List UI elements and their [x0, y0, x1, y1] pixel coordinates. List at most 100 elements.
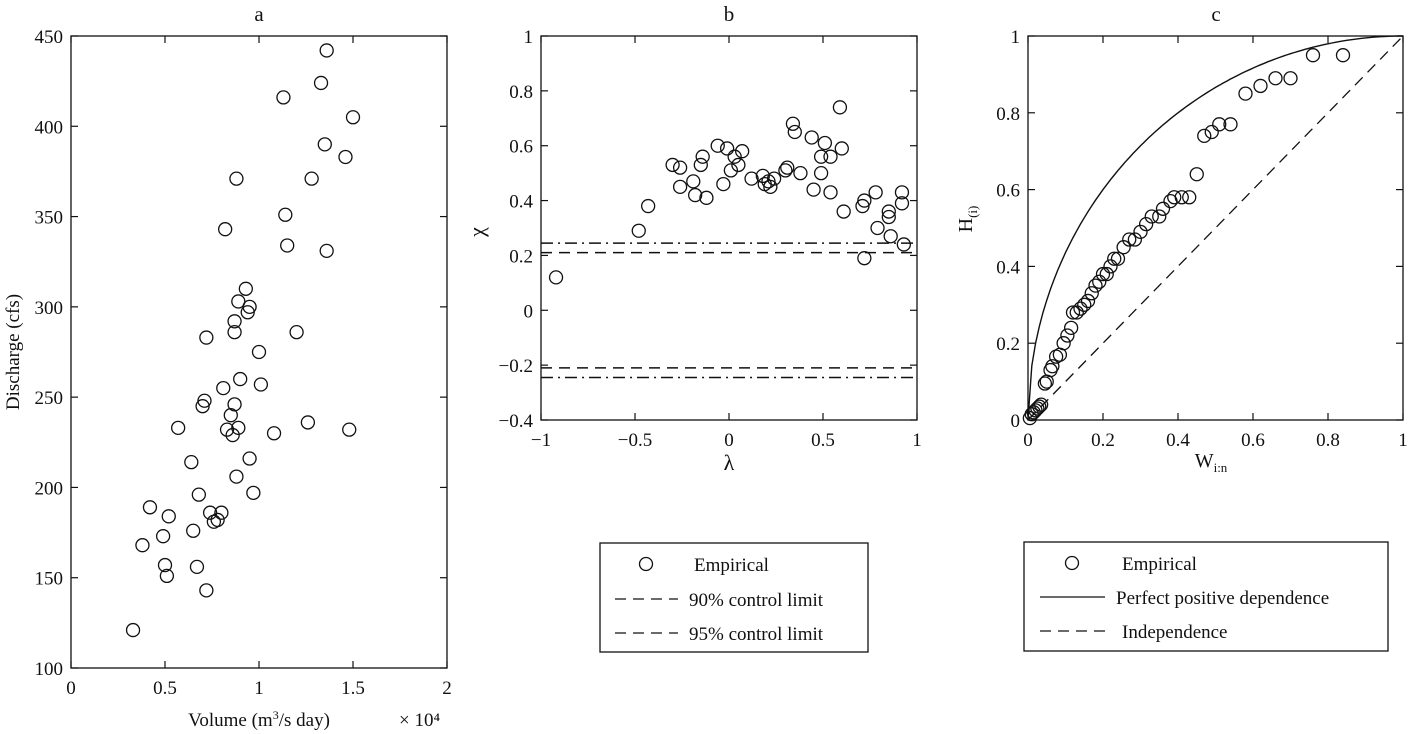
- data-point: [1095, 266, 1111, 282]
- data-point: [345, 110, 361, 125]
- data-point: [1037, 376, 1053, 391]
- legend-b-empirical-label: Empirical: [694, 555, 769, 576]
- data-point: [883, 229, 898, 244]
- data-point: [1107, 251, 1122, 266]
- data-point: [227, 314, 242, 329]
- data-point: [1133, 224, 1148, 239]
- x-tick-label: 1: [912, 430, 922, 451]
- data-point: [695, 149, 710, 164]
- legend-b-90-label: 90% control limit: [689, 590, 824, 611]
- data-point: [672, 160, 688, 175]
- data-point: [1092, 274, 1107, 289]
- panel-b-title: b: [724, 2, 735, 26]
- data-point: [289, 324, 304, 340]
- data-point: [894, 196, 910, 211]
- data-point: [1238, 86, 1253, 101]
- data-point: [191, 487, 206, 502]
- data-point: [319, 243, 334, 259]
- data-point: [881, 209, 896, 225]
- data-point: [1122, 232, 1137, 247]
- legend-c-independence-label: Independence: [1122, 622, 1228, 643]
- data-point: [1080, 293, 1096, 309]
- x-tick-label: 0: [724, 430, 734, 451]
- data-point: [755, 168, 770, 184]
- data-point: [1073, 301, 1088, 316]
- y-tick-label: 1: [524, 27, 534, 48]
- y-tick-label: 0.2: [509, 246, 533, 267]
- data-point: [857, 251, 872, 266]
- panel-c-axes-box: [1027, 35, 1404, 421]
- y-tick-label: 300: [35, 298, 64, 319]
- data-point: [1063, 320, 1079, 335]
- data-point: [300, 415, 316, 430]
- data-point: [548, 270, 564, 285]
- panel-a-axes-box: [70, 35, 448, 669]
- data-point: [1026, 405, 1041, 420]
- data-point: [723, 163, 739, 178]
- panel-a-xlabel: Volume (m3/s day): [188, 708, 330, 731]
- data-point: [716, 176, 731, 192]
- y-tick-label: 1: [1011, 27, 1021, 48]
- data-point: [1144, 209, 1159, 224]
- x-tick-label: −1: [531, 430, 551, 451]
- data-point: [304, 171, 319, 186]
- panel-a-points: [125, 43, 361, 638]
- data-point: [135, 538, 150, 553]
- data-point: [1212, 117, 1227, 132]
- data-point: [342, 422, 357, 437]
- data-point: [1045, 359, 1060, 374]
- legend-b-95-label: 95% control limit: [689, 624, 824, 645]
- x-tick-label: 0: [1023, 430, 1033, 451]
- data-point: [1182, 190, 1197, 205]
- data-point: [1088, 278, 1103, 293]
- legend-c-perfect-label: Perfect positive dependence: [1116, 588, 1329, 609]
- y-tick-label: 0: [524, 301, 534, 322]
- y-tick-label: −0.4: [499, 411, 534, 432]
- y-tick-label: −0.2: [499, 356, 533, 377]
- legend-c-empirical-marker: [1064, 555, 1080, 571]
- data-point: [233, 371, 248, 387]
- data-point: [834, 141, 849, 156]
- y-tick-label: 100: [35, 659, 64, 680]
- data-point: [184, 454, 199, 470]
- panel-c-xlabel: Wi:n: [1195, 450, 1228, 475]
- data-point: [672, 179, 688, 195]
- data-point: [896, 237, 911, 252]
- data-point: [319, 43, 334, 58]
- data-point: [735, 144, 750, 159]
- data-point: [1099, 266, 1114, 282]
- data-point: [142, 500, 158, 515]
- panel-c-ylabel: H(i): [955, 206, 980, 233]
- data-point: [688, 187, 703, 203]
- data-point: [197, 393, 212, 408]
- data-point: [631, 223, 646, 238]
- data-point: [1253, 78, 1268, 94]
- data-point: [219, 422, 235, 437]
- x-tick-label: 0: [66, 678, 76, 699]
- data-point: [686, 174, 701, 189]
- data-point: [155, 529, 171, 544]
- panel-a-x-multiplier: × 10⁴: [399, 710, 440, 731]
- data-point: [266, 426, 282, 441]
- data-point: [813, 165, 829, 181]
- data-point: [313, 75, 329, 91]
- data-point: [787, 124, 802, 140]
- data-point: [806, 182, 821, 197]
- data-point: [1030, 401, 1045, 416]
- data-point: [823, 149, 838, 164]
- data-point: [189, 559, 205, 575]
- data-point: [1032, 399, 1047, 414]
- y-tick-label: 0.4: [996, 257, 1020, 278]
- data-point: [276, 90, 291, 105]
- data-point: [693, 157, 708, 173]
- data-point: [1060, 328, 1075, 343]
- data-point: [1305, 48, 1321, 63]
- data-point: [710, 138, 725, 153]
- data-point: [1152, 209, 1167, 224]
- data-point: [1116, 240, 1131, 255]
- legend-b-empirical-marker: [638, 556, 654, 572]
- y-tick-label: 200: [35, 478, 64, 499]
- data-point: [199, 583, 214, 598]
- data-point: [665, 157, 680, 173]
- data-point: [338, 149, 353, 165]
